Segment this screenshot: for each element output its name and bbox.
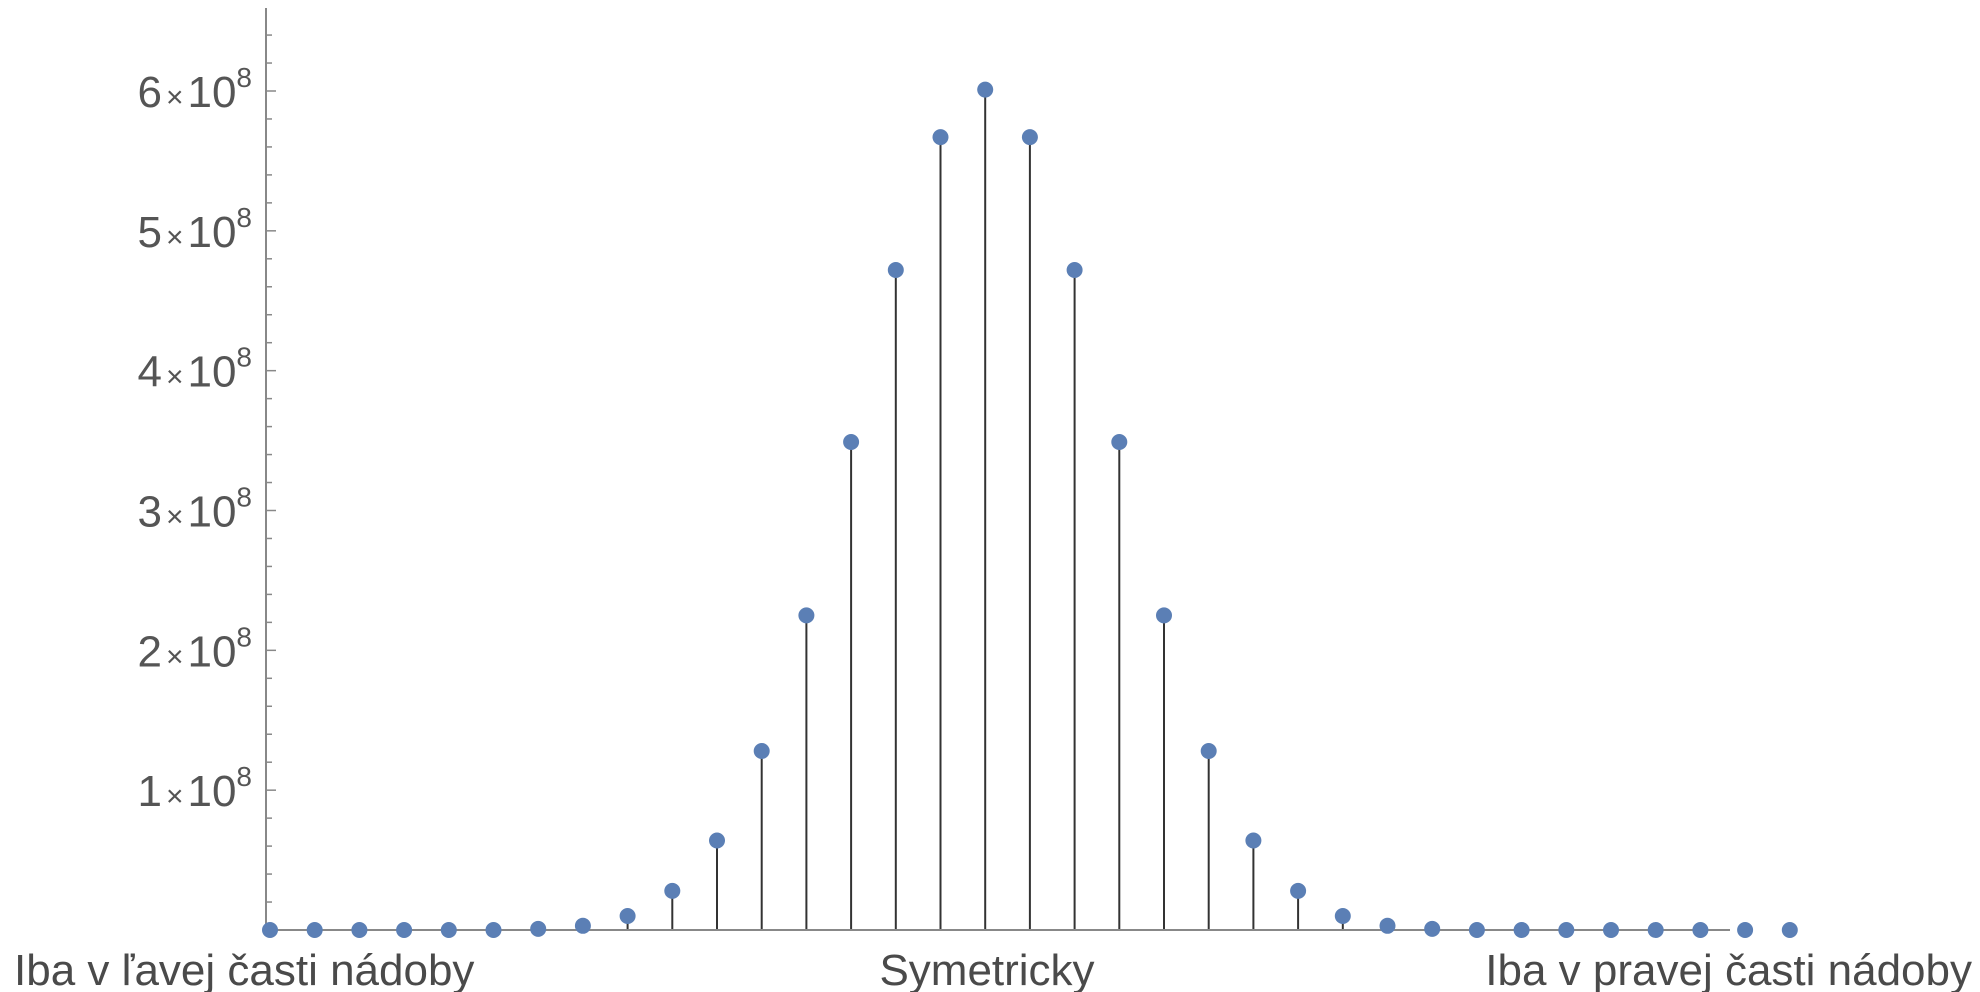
data-point	[1245, 832, 1262, 849]
category-labels-group: Iba v ľavej časti nádoby Symetricky Iba …	[14, 946, 1972, 992]
data-point	[1737, 922, 1754, 938]
stems-group	[537, 89, 1434, 930]
y-tick-label: 6 ×108	[137, 62, 252, 117]
data-point	[1111, 433, 1128, 450]
data-point	[485, 922, 502, 938]
category-label-left: Iba v ľavej časti nádoby	[14, 946, 474, 992]
data-point	[1513, 922, 1530, 938]
data-point	[798, 607, 815, 624]
data-point	[1692, 922, 1709, 938]
data-point	[1647, 922, 1664, 938]
axes-group	[265, 8, 1730, 931]
data-point	[1156, 607, 1172, 624]
data-point	[619, 908, 636, 925]
y-tick-label: 5 ×108	[137, 202, 252, 257]
data-point	[1424, 920, 1441, 937]
data-point	[932, 129, 949, 146]
data-point	[396, 922, 413, 938]
data-point	[709, 832, 725, 849]
data-point	[843, 433, 860, 450]
data-point	[306, 922, 323, 938]
category-label-right: Iba v pravej časti nádoby	[1485, 946, 1972, 992]
y-tick-label: 1 ×108	[137, 761, 252, 816]
data-point	[664, 882, 681, 899]
data-point	[1468, 922, 1485, 938]
data-point	[351, 922, 368, 938]
data-point	[977, 81, 994, 98]
markers-group	[262, 81, 1798, 938]
data-point	[1603, 922, 1619, 938]
y-tick-label: 3 ×108	[137, 482, 252, 537]
data-point	[440, 922, 457, 938]
y-ticks-group: 1 ×108 2 ×108 3 ×108 4 ×108 5 ×108 6 ×108	[137, 34, 276, 903]
data-point	[574, 917, 591, 934]
data-point	[1781, 922, 1798, 938]
y-tick-label: 4 ×108	[137, 342, 252, 397]
data-point	[1066, 261, 1083, 278]
data-point	[1200, 743, 1217, 760]
y-tick-label: 2 ×108	[137, 621, 252, 676]
data-point	[1334, 908, 1351, 925]
data-point	[1290, 882, 1307, 899]
data-point	[1021, 129, 1038, 146]
data-point	[887, 261, 904, 278]
data-point	[1558, 922, 1575, 938]
data-point	[1379, 917, 1396, 934]
data-point	[530, 920, 547, 937]
data-point	[262, 922, 278, 938]
category-label-center: Symetricky	[879, 946, 1094, 992]
data-point	[753, 743, 770, 760]
